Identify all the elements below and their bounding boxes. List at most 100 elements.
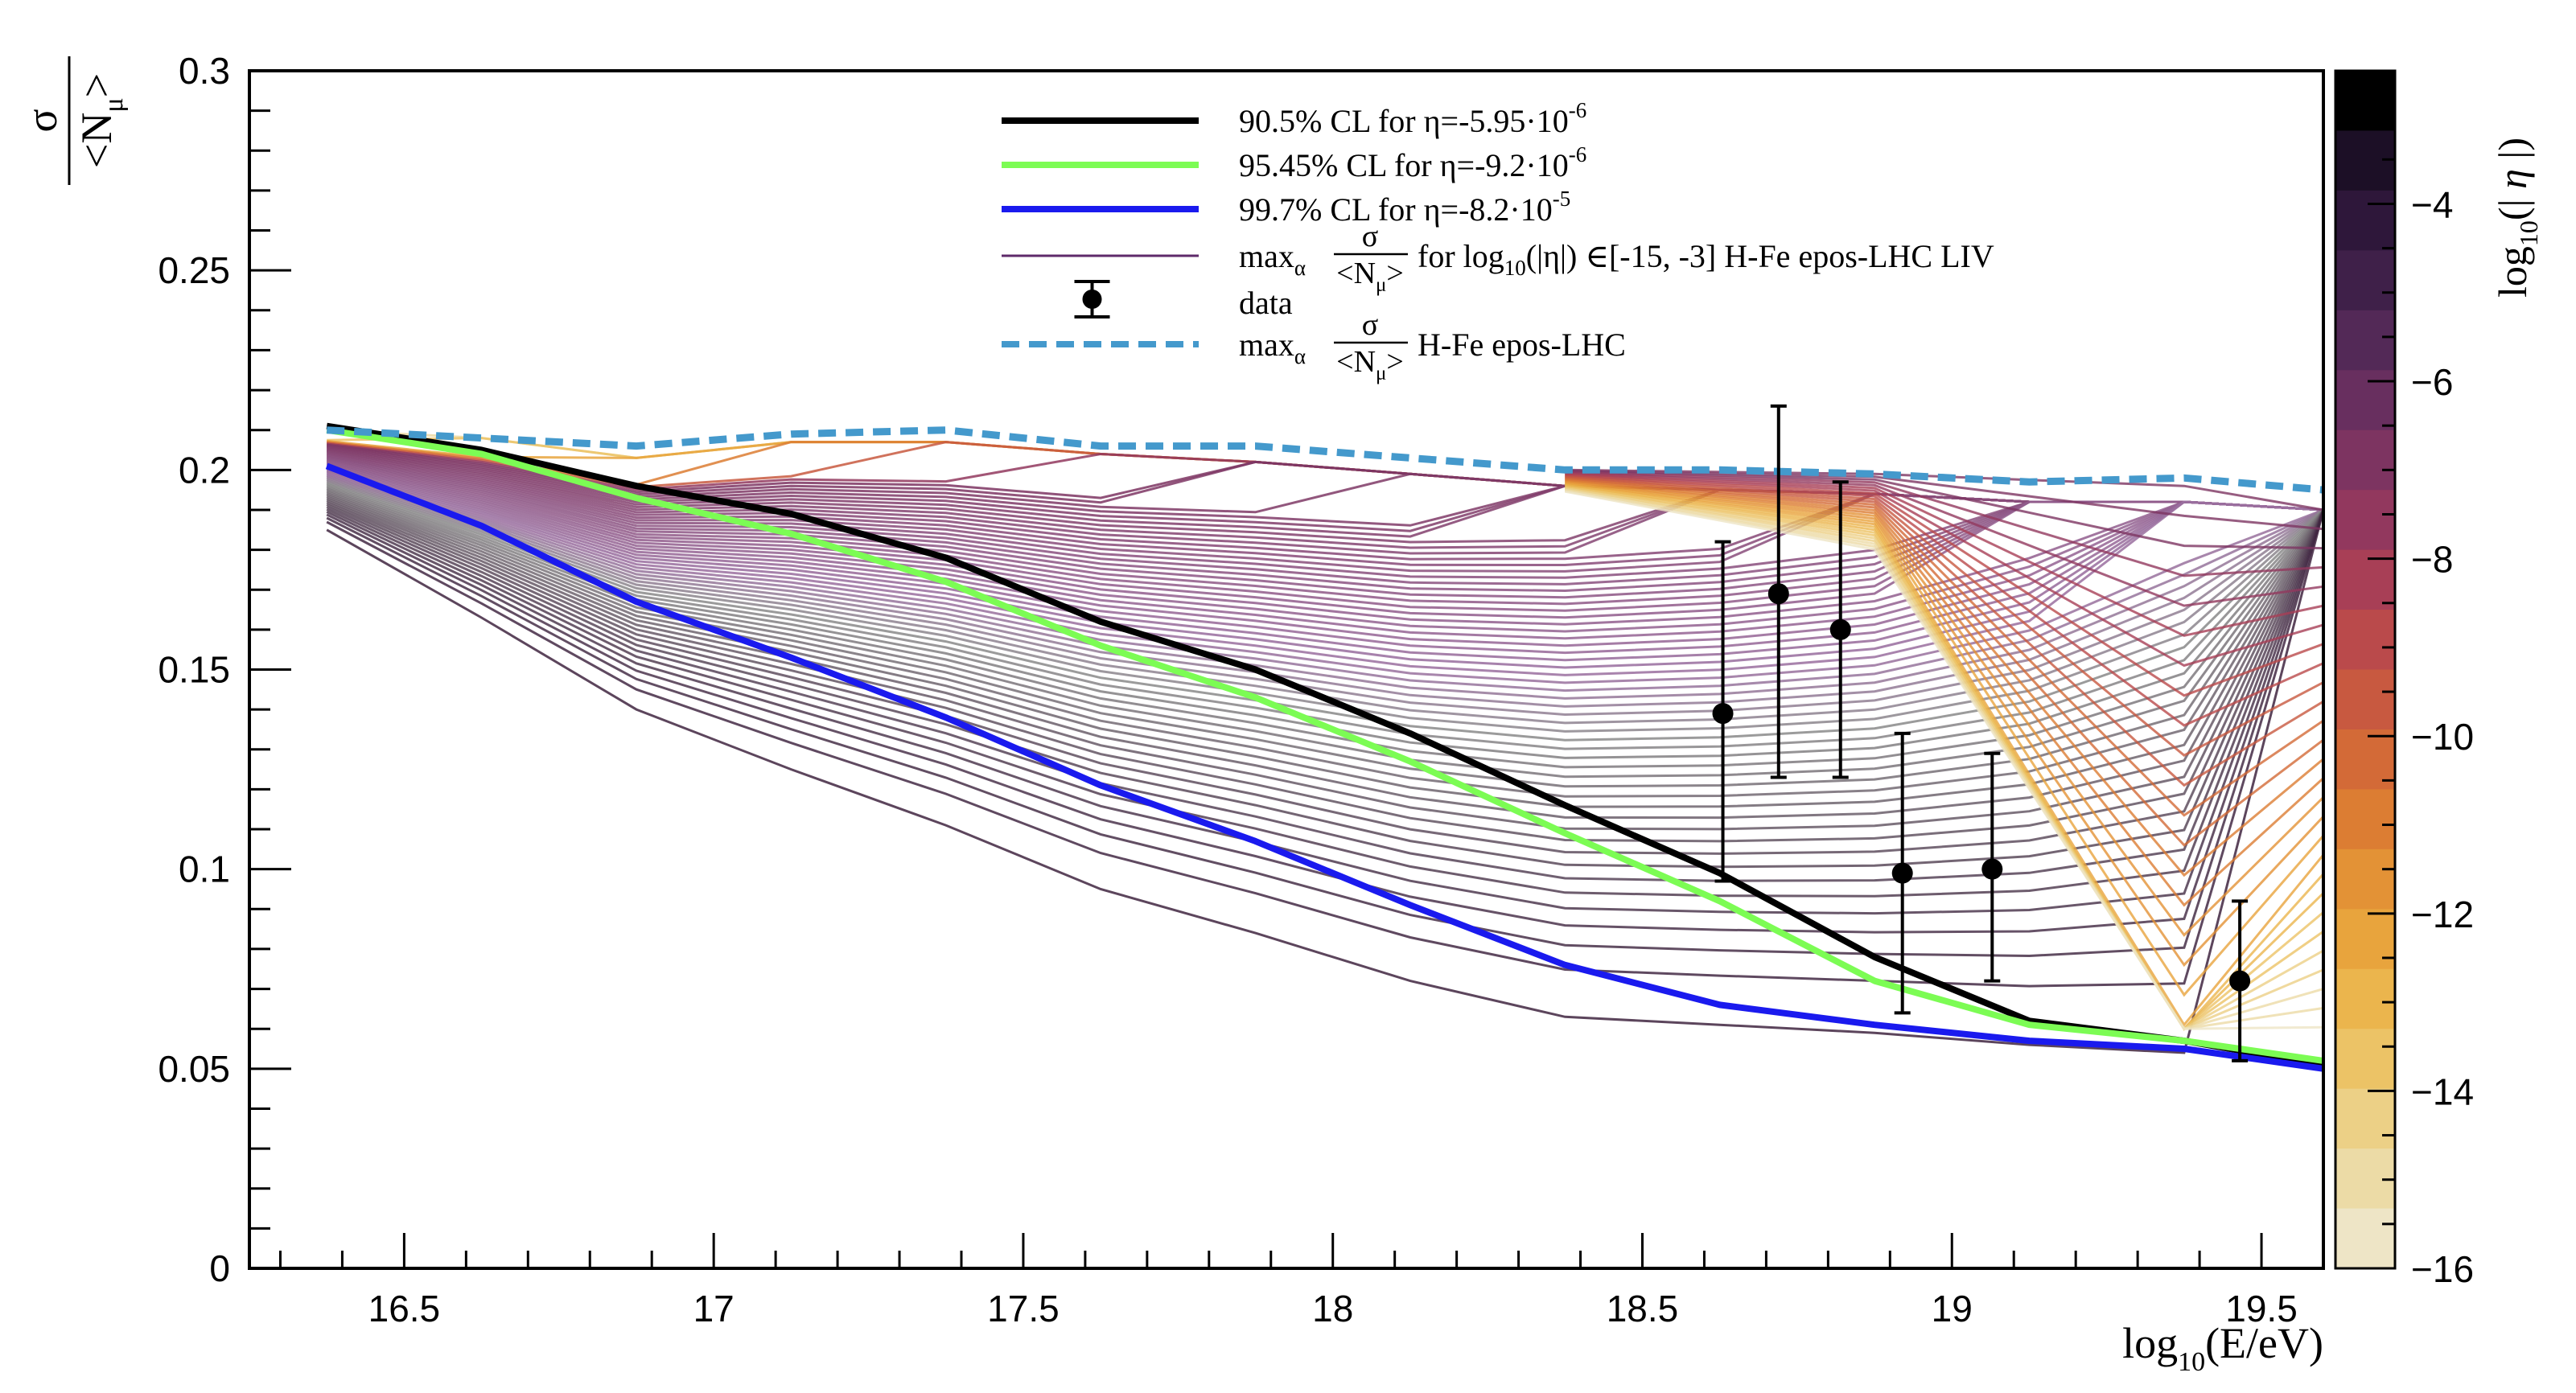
legend-frac-den-part: > <box>1386 257 1403 290</box>
band-line <box>1565 480 2325 937</box>
band-line <box>326 463 2324 626</box>
x-label-part: (E/eV) <box>2205 1319 2323 1367</box>
band-line <box>1565 481 2325 968</box>
legend-frac-den-part: <N <box>1336 345 1376 379</box>
data-point <box>1891 862 1913 884</box>
x-tick-label: 18 <box>1312 1288 1353 1329</box>
legend-frac-den-part: > <box>1386 345 1403 379</box>
legend-frac-den: <Nμ> <box>1336 257 1404 296</box>
band-line <box>326 470 2324 669</box>
colorbar-tick-label: −12 <box>2411 894 2474 935</box>
colorbar-segment <box>2335 789 2395 850</box>
band-line <box>326 497 2325 831</box>
band-line <box>1565 474 2324 697</box>
band-line <box>326 491 2325 798</box>
colorbar-label-part: |) <box>2490 138 2535 159</box>
legend-label: 99.7% CL for η=-8.2·10-5 <box>1239 187 1570 228</box>
band-line <box>326 466 2324 640</box>
band-line <box>1565 469 2324 531</box>
band-line <box>326 471 2324 676</box>
band-line <box>326 505 2325 882</box>
band-line <box>1565 477 2324 817</box>
data-points-group <box>1712 404 2251 1062</box>
series-line-0 <box>326 422 2324 1068</box>
colorbar-segment <box>2335 190 2395 251</box>
colorbar-label-sub: 10 <box>2514 220 2543 246</box>
legend-label-rest-a: for log <box>1418 238 1504 274</box>
colorbar-segment <box>2335 429 2395 491</box>
colorbar-segment <box>2335 610 2395 671</box>
legend-label-prefix: max <box>1239 238 1294 274</box>
legend-frac-den-part: <N <box>1336 257 1376 290</box>
series-line-2 <box>325 462 2324 1072</box>
band-line <box>326 509 2325 1054</box>
x-tick-label: 17.5 <box>987 1288 1060 1329</box>
colorbar-label-part: log <box>2490 246 2535 298</box>
x-tick-label: 16.5 <box>368 1288 441 1329</box>
y-label-den-part: > <box>72 73 121 97</box>
legend-frac-den: <Nμ> <box>1336 345 1404 384</box>
x-label-sub: 10 <box>2178 1347 2205 1377</box>
x-axis-label: log10(E/eV) <box>2122 1319 2323 1377</box>
legend-label-text: 99.7% CL for η=-8.2·10 <box>1239 191 1553 228</box>
band-line <box>1565 476 2324 787</box>
y-axis-label: σ <Nμ> <box>18 56 129 185</box>
band-line <box>326 509 2325 958</box>
band-line <box>326 468 2324 655</box>
colorbar-segment <box>2335 490 2395 551</box>
x-label-part: log <box>2122 1319 2178 1367</box>
legend-label: data <box>1239 285 1293 321</box>
legend-frac-den-sub: μ <box>1376 274 1386 296</box>
band-line <box>1565 478 2324 847</box>
band-line <box>1565 475 2324 727</box>
colorbar-label-eta: η <box>2490 159 2535 199</box>
colorbar-tick-label: −10 <box>2411 716 2474 758</box>
band-line <box>1565 475 2324 757</box>
colorbar-frame <box>2334 69 2397 1270</box>
colorbar-segment <box>2335 310 2395 371</box>
legend-label-text: 90.5% CL for η=-5.95·10 <box>1239 103 1569 139</box>
band-line <box>326 509 2325 988</box>
legend-marker-dot <box>1082 290 1102 309</box>
legend-label-prefix: max <box>1239 327 1294 363</box>
series-line-1 <box>326 426 2324 1064</box>
band-line <box>1565 470 2324 550</box>
data-point <box>2229 970 2251 992</box>
colorbar-segment <box>2335 370 2395 431</box>
colorbar: −4 −6 −8 −10 −12 −14 −16 log10(| η |) <box>2334 69 2543 1290</box>
y-tick-label: 0.2 <box>179 449 230 491</box>
band-line <box>1565 483 2325 1027</box>
band-line <box>326 490 2325 788</box>
colorbar-segment <box>2335 669 2395 730</box>
legend-frac-den-sub: μ <box>1376 363 1386 384</box>
band-line <box>1565 490 2324 1030</box>
band-line <box>326 494 2325 808</box>
colorbar-tick-label: −4 <box>2411 183 2453 225</box>
band-line <box>326 462 2324 619</box>
y-label-num: σ <box>18 109 66 132</box>
colorbar-segment <box>2335 1088 2395 1149</box>
legend-label-text: 95.45% CL for η=-9.2·10 <box>1239 147 1569 183</box>
band-line <box>326 509 2325 915</box>
legend-fraction: σ<Nμ> <box>1334 308 1408 384</box>
colorbar-segment <box>2335 250 2395 311</box>
legend-label-sup: -5 <box>1553 187 1571 211</box>
band-line <box>1565 472 2324 637</box>
legend-label-rest: H-Fe epos-LHC <box>1418 327 1626 363</box>
data-point <box>1981 858 2003 880</box>
series-group <box>325 422 2324 1072</box>
legend-frac-num: σ <box>1362 220 1378 253</box>
y-tick-label: 0.15 <box>158 649 230 691</box>
band-line <box>326 464 2324 633</box>
colorbar-segment <box>2335 909 2395 970</box>
legend-fraction: σ <Nμ> <box>1334 220 1408 296</box>
y-tick-label: 0.1 <box>179 849 230 890</box>
band-line <box>326 475 2324 692</box>
colorbar-tick-label: −6 <box>2411 361 2453 403</box>
band-line <box>326 507 2325 898</box>
colorbar-tick-label: −14 <box>2411 1070 2474 1112</box>
band-line <box>326 499 2325 843</box>
y-label-den-sub: μ <box>99 97 129 112</box>
colorbar-segment <box>2335 849 2395 910</box>
